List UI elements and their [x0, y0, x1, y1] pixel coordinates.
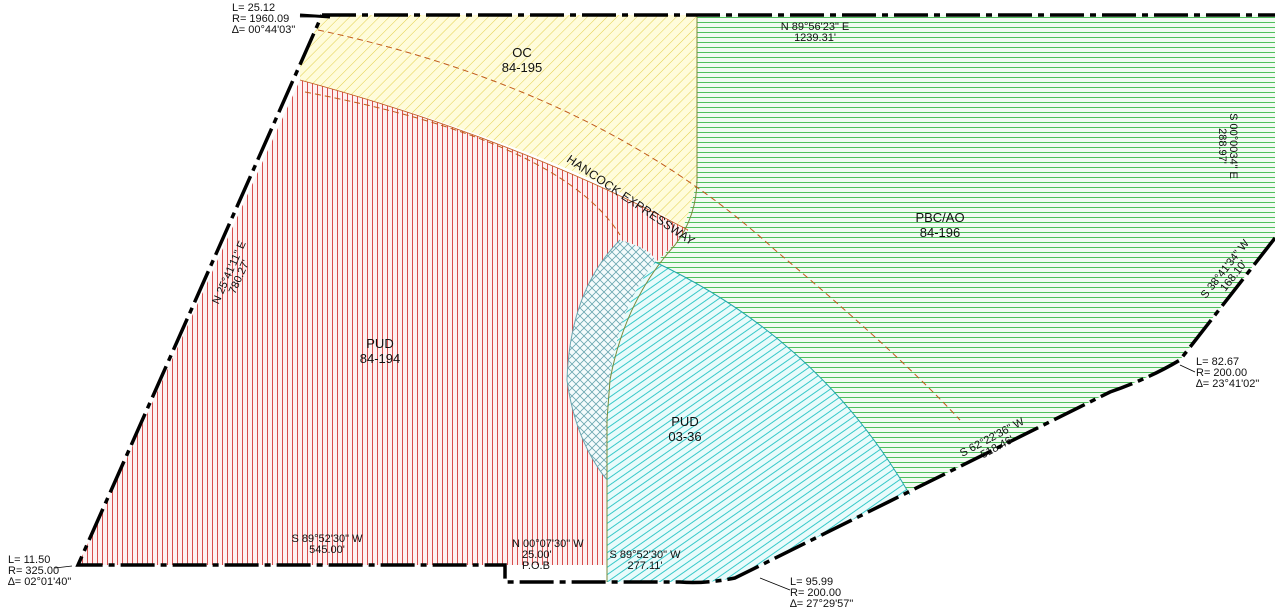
bearing-south-east: S 89°52'30" W 277.11' [609, 549, 681, 572]
zone-name: PBC/AO [915, 210, 965, 225]
property-boundary [75, 13, 1275, 585]
zone-number: 84-195 [501, 60, 543, 75]
zone-name: PUD [671, 414, 699, 429]
road-row-north [317, 29, 961, 421]
road-row-south [304, 91, 621, 236]
zone-name: PUD [366, 336, 394, 351]
leader-bottom-mid [759, 577, 791, 591]
bearing-north: N 89°56'23" E 1239.31' [780, 21, 850, 44]
point-of-beginning: P.O.B [522, 560, 550, 572]
zone-name: OC [512, 45, 532, 60]
zone-number: 84-196 [919, 225, 961, 240]
bearing-jog: N 00°07'30" W 25.00' P.O.B [512, 538, 584, 572]
overlap-arc [566, 239, 621, 481]
zone-label-pud-194: PUD 84-194 [350, 336, 410, 366]
oc-pbc-boundary [606, 15, 698, 582]
pud-oc-boundary [299, 79, 689, 231]
bearing-south-west: S 89°52'30" W 545.00' [291, 533, 363, 556]
zone-label-pud-03-36: PUD 03-36 [655, 414, 715, 444]
leader-right [1179, 364, 1196, 373]
curve-top-left: L= 25.12 R= 1960.09 ∆= 00°44'03" [232, 2, 296, 36]
pud-03-36-arc [654, 261, 911, 496]
bearing-east: S 00°0034" E 288.97' [1216, 113, 1239, 179]
leader-bottom-left [54, 565, 73, 569]
curve-bottom-left: L= 11.50 R= 325.00 ∆= 02°01'40" [8, 554, 72, 588]
zone-label-pbc: PBC/AO 84-196 [900, 210, 980, 240]
top-left-curve-segment [299, 13, 331, 19]
curve-right: L= 82.67 R= 200.00 ∆= 23°41'02" [1196, 356, 1260, 390]
zone-number: 03-36 [668, 429, 702, 444]
zone-number: 84-194 [359, 351, 401, 366]
zone-label-oc: OC 84-195 [492, 45, 552, 75]
curve-bottom-mid: L= 95.99 R= 200.00 ∆= 27°29'57" [790, 576, 854, 610]
